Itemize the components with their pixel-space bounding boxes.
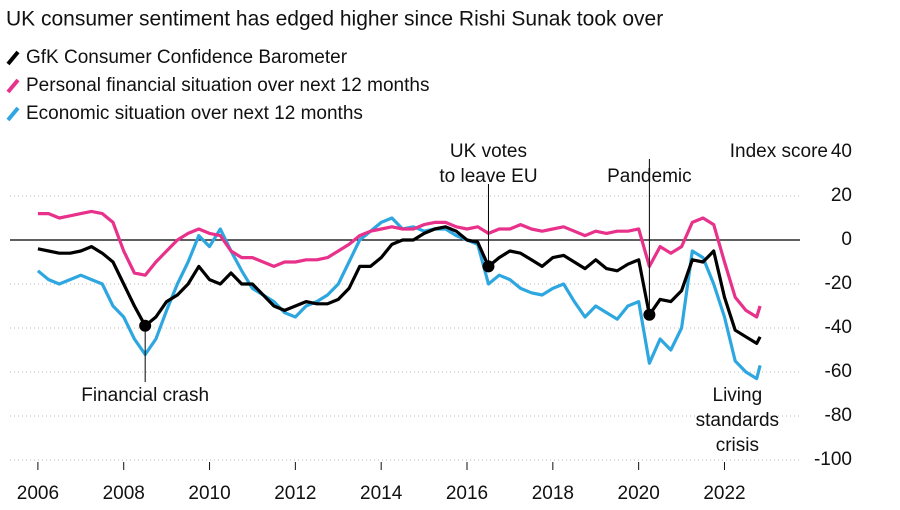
annotation-label: Pandemic	[607, 166, 692, 187]
y-tick-label: -80	[825, 405, 852, 426]
legend-label: GfK Consumer Confidence Barometer	[26, 47, 348, 68]
y-tick-label: -60	[825, 361, 852, 382]
y-tick-label: 40	[831, 141, 852, 162]
annotation-dot	[139, 319, 152, 332]
x-tick-label: 2016	[446, 483, 488, 504]
legend-swatch	[6, 50, 20, 66]
legend-label: Personal financial situation over next 1…	[26, 75, 429, 96]
x-tick-label: 2006	[17, 483, 59, 504]
series-line	[37, 209, 762, 319]
y-tick-label: 20	[831, 185, 852, 206]
annotation-label: standards	[696, 410, 779, 431]
series-line	[37, 225, 762, 345]
legend-swatch	[6, 78, 20, 94]
y-tick-label: -100	[814, 449, 852, 470]
y-axis-label: Index score	[730, 141, 828, 162]
x-tick-label: 2008	[103, 483, 145, 504]
x-tick-label: 2014	[360, 483, 403, 504]
annotation-dot	[482, 260, 495, 273]
y-tick-label: -40	[825, 317, 852, 338]
x-tick-label: 2020	[618, 483, 660, 504]
annotation-label: crisis	[716, 435, 759, 456]
annotation-label: Living	[713, 385, 763, 406]
annotation-dot	[643, 308, 656, 321]
x-tick-label: 2018	[532, 483, 574, 504]
legend-label: Economic situation over next 12 months	[26, 103, 363, 124]
y-tick-label: 0	[841, 229, 852, 250]
x-tick-label: 2022	[703, 483, 745, 504]
annotation-label: Financial crash	[81, 385, 209, 406]
x-tick-label: 2012	[274, 483, 316, 504]
legend-swatch	[6, 106, 20, 122]
annotation-label: UK votes	[450, 141, 527, 162]
y-tick-label: -20	[825, 273, 852, 294]
annotation-label: to leave EU	[439, 166, 537, 187]
chart-title: UK consumer sentiment has edged higher s…	[6, 8, 663, 31]
x-tick-label: 2010	[188, 483, 230, 504]
